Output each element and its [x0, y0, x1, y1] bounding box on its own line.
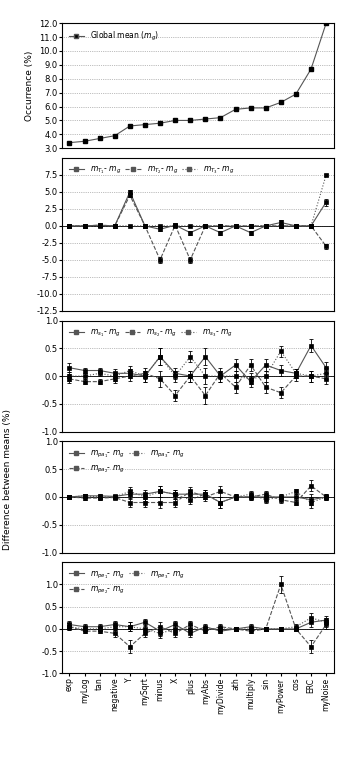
Legend: $m_{pe_1}$- $m_g$, $m_{pe_2}$- $m_g$, $m_{pe_3}$- $m_g$: $m_{pe_1}$- $m_g$, $m_{pe_2}$- $m_g$, $m… — [66, 566, 188, 599]
Legend: $m_{T_1}$- $m_g$, $m_{T_2}$- $m_g$, $m_{T_3}$- $m_g$: $m_{T_1}$- $m_g$, $m_{T_2}$- $m_g$, $m_{… — [66, 162, 238, 180]
Text: Difference between means (%): Difference between means (%) — [3, 409, 12, 550]
Legend: $m_{pa_1}$- $m_g$, $m_{pa_2}$- $m_g$, $m_{pa_3}$- $m_g$: $m_{pa_1}$- $m_g$, $m_{pa_2}$- $m_g$, $m… — [66, 445, 188, 478]
Legend: $m_{s_1}$- $m_g$, $m_{s_2}$- $m_g$, $m_{s_3}$- $m_g$: $m_{s_1}$- $m_g$, $m_{s_2}$- $m_g$, $m_{… — [66, 324, 236, 342]
Legend: Global mean ($m_g$): Global mean ($m_g$) — [66, 27, 162, 46]
Y-axis label: Occurrence (%): Occurrence (%) — [25, 50, 34, 121]
